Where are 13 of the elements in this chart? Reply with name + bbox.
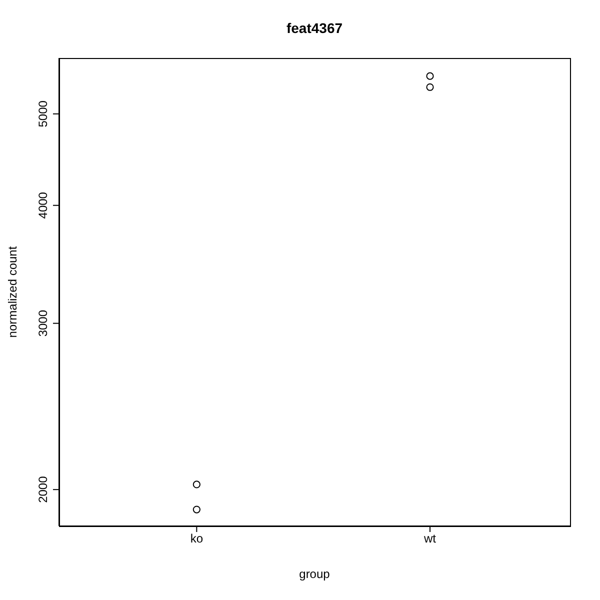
x-tick-label: wt (423, 532, 437, 546)
y-tick-label: 5000 (36, 100, 50, 128)
point (192, 480, 200, 488)
y-tick-label: 2000 (36, 476, 50, 503)
chart-title: feat4367 (285, 20, 344, 36)
point (426, 72, 434, 80)
point (192, 506, 200, 514)
y-axis-title: normalized count (5, 246, 20, 338)
x-axis-title: group (299, 567, 330, 581)
y-tick-label: 4000 (36, 192, 50, 219)
x-tick-label: ko (190, 532, 204, 546)
y-tick-label: 3000 (36, 310, 50, 337)
point (426, 83, 434, 91)
